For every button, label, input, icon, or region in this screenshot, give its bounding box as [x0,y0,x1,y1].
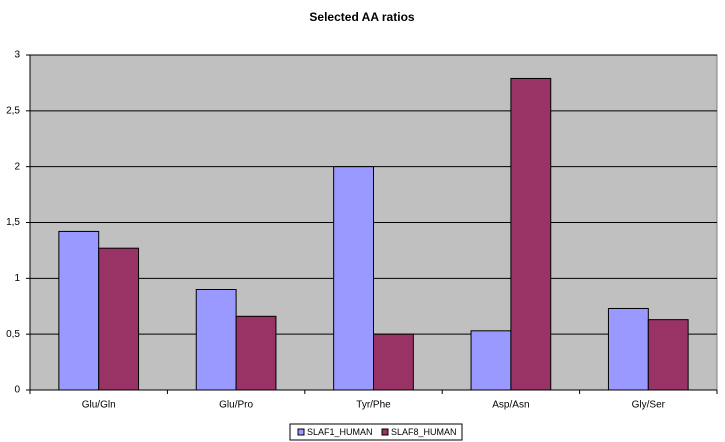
legend-label: SLAF8_HUMAN [391,427,457,437]
x-tick-label: Glu/Pro [219,400,253,411]
bar [373,333,414,391]
y-tick-label: 2 [14,161,20,172]
x-tick-label: Glu/Gln [82,400,116,411]
y-tick-label: 2,5 [6,105,20,116]
y-tick-label: 3 [14,50,20,61]
x-tick-label: Asp/Asn [492,400,529,411]
bar [607,307,649,391]
legend-label: SLAF1_HUMAN [307,427,373,437]
bar [647,319,689,391]
legend-swatch [381,428,389,436]
y-tick-label: 0,5 [6,329,20,340]
bar [333,166,374,391]
bar [195,289,237,391]
bar [58,230,100,391]
bar [470,330,512,391]
legend-box [289,423,463,441]
y-tick-label: 1 [14,273,20,284]
x-tick-label: Gly/Ser [632,400,666,411]
y-tick-label: 0 [14,385,20,396]
bar [510,77,552,391]
legend-swatch [297,428,305,436]
x-tick-label: Tyr/Phe [356,400,391,411]
y-tick-label: 1,5 [6,217,20,228]
chart-title: Selected AA ratios [309,10,414,24]
bar [235,315,277,391]
bar [98,247,140,391]
